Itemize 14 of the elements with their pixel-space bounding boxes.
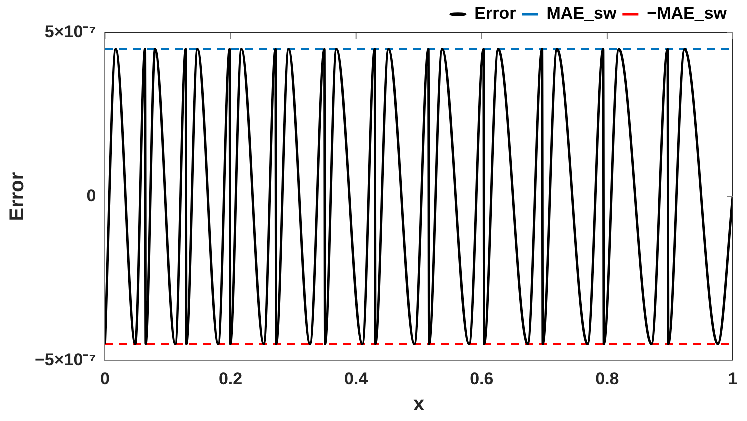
y-tick-label: −5×10⁻⁷ <box>35 350 96 370</box>
x-tick-label: 0.8 <box>596 369 620 388</box>
legend-label: MAE_sw <box>546 4 618 24</box>
x-tick-label: 0 <box>100 369 110 388</box>
x-tick-label: 1 <box>728 369 738 388</box>
x-axis-title: x <box>414 394 425 416</box>
x-tick-label: 0.2 <box>218 369 243 388</box>
legend-label: −MAE_sw <box>647 4 728 24</box>
x-tick-label: 0.6 <box>470 369 494 388</box>
y-tick-label: 0 <box>86 186 96 206</box>
legend-label: Error <box>474 4 517 24</box>
x-tick-label: 0.4 <box>344 369 369 388</box>
y-axis-title: Error <box>6 172 29 222</box>
y-tick-label: 5×10⁻⁷ <box>44 22 96 42</box>
